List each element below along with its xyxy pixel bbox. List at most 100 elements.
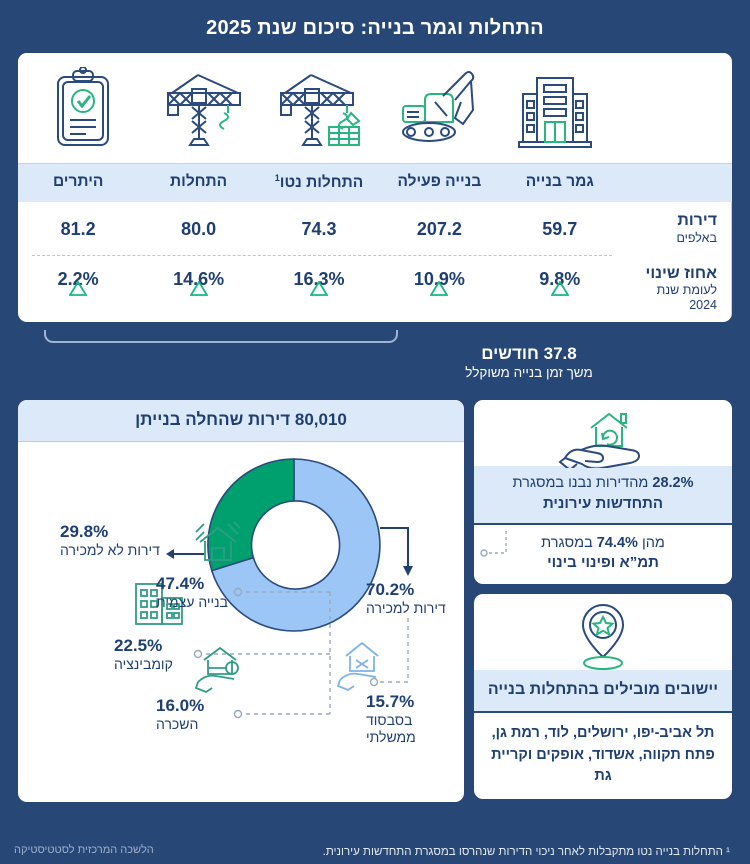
urban-renewal-foot-bold: תמ”א ופינוי בינוי — [547, 554, 659, 572]
urban-renewal-foot-prefix: מהן — [641, 534, 665, 551]
label-combination: 22.5% קומבינציה — [114, 636, 206, 673]
label-self-build-percent: 47.4% — [156, 574, 205, 594]
row-label-dwellings-title: דירות — [677, 212, 717, 230]
label-subsidized: 15.7% בסבסוד ממשלתי — [366, 692, 464, 746]
leading-cities-card: יישובים מובילים בהתחלות בנייה תל אביב-יפ… — [474, 593, 732, 799]
label-rental: 16.0% השכרה — [156, 696, 244, 733]
column-header-net-starts: התחלות נטו1 — [259, 164, 379, 202]
trend-up-icon — [550, 280, 569, 309]
stats-header-row: גמר בנייה בנייה פעילה התחלות נטו1 התחלות… — [18, 163, 732, 203]
urban-renewal-foot-percent: 74.4% — [596, 534, 638, 551]
crane-bricks-icon — [260, 61, 378, 159]
row-label-dwellings-unit: באלפים — [676, 230, 717, 245]
trend-up-icon — [309, 280, 328, 309]
page-title: התחלות וגמר בנייה: סיכום שנת 2025 — [206, 17, 544, 39]
change-active: 10.9% — [379, 255, 499, 322]
bracket-shape — [44, 330, 398, 344]
urban-renewal-card: 28.2% מהדירות נבנו במסגרת התחדשות עירוני… — [474, 400, 732, 584]
label-combination-percent: 22.5% — [114, 636, 163, 656]
row-label-change: אחוז שינוי לעומת שנת 2024 — [620, 254, 732, 323]
label-subsidized-percent: 15.7% — [366, 692, 415, 712]
change-net-starts: 16.3% — [259, 255, 379, 322]
excavator-icon — [378, 61, 496, 159]
slice-not-for-sale — [207, 458, 295, 572]
slice-for-sale — [210, 458, 381, 632]
label-not-for-sale-percent: 29.8% — [60, 522, 109, 542]
map-pin-star-icon — [474, 594, 732, 670]
column-header-active: בנייה פעילה — [397, 173, 482, 190]
footnote-text: ¹ התחלות בנייה נטו מתקבלות לאחר ניכוי הד… — [322, 846, 730, 858]
dwellings-chart-panel: 80,010 דירות שהחלה בנייתן — [18, 400, 464, 803]
change-gmar: 9.8% — [500, 255, 620, 322]
label-for-sale-percent: 70.2% — [366, 580, 415, 600]
table-row-dwellings: דירות באלפים 59.7 207.2 74.3 80.0 81.2 — [18, 202, 732, 255]
value-permits: 81.2 — [60, 218, 96, 239]
buildings-icon — [135, 583, 183, 625]
value-gmar: 59.7 — [542, 218, 578, 239]
header-spacer — [620, 164, 732, 202]
house-build-icon — [195, 521, 241, 561]
trend-up-icon — [189, 280, 208, 309]
duration-bracket-group: 37.8 חודשים משך זמן בנייה משוקלל — [0, 326, 750, 398]
chart-title: 80,010 דירות שהחלה בנייתן — [18, 400, 464, 443]
house-hand-subsidy-icon — [336, 641, 379, 692]
source-credit: הלשכה המרכזית לסטטיסטיקה — [14, 844, 154, 856]
urban-renewal-foot: מהן 74.4% במסגרת תמ”א ופינוי בינוי — [474, 522, 732, 584]
change-gmar-value: 9.8% — [539, 268, 581, 289]
finished-building-icon — [496, 61, 614, 159]
label-self-build-text: בנייה עצמית — [156, 594, 229, 611]
row-label-dwellings: דירות באלפים — [620, 202, 732, 255]
urban-renewal-foot-text: במסגרת — [541, 534, 593, 551]
urban-renewal-percent: 28.2% — [652, 475, 694, 492]
footnote-marker: 1 — [274, 173, 280, 183]
chart-body: 29.8% דירות לא למכירה 70.2% דירות למכירה… — [18, 442, 464, 798]
icon-row-spacer — [614, 61, 726, 159]
column-header-net-starts-text: התחלות נטו — [279, 174, 364, 192]
side-cards-column: 28.2% מהדירות נבנו במסגרת התחדשות עירוני… — [474, 400, 732, 799]
duration-value: 37.8 חודשים — [481, 344, 577, 364]
duration-label: משך זמן בנייה משוקלל — [465, 365, 593, 381]
row-label-change-title: אחוז שינוי — [645, 264, 718, 282]
crane-icon — [142, 61, 260, 159]
change-permits-value: 2.2% — [57, 268, 99, 289]
change-active-value: 10.9% — [413, 268, 465, 289]
arrow-blue — [380, 527, 413, 577]
column-header-permits: היתרים — [52, 173, 104, 190]
value-net-starts: 74.3 — [301, 218, 337, 239]
trend-up-icon — [69, 280, 88, 309]
change-net-starts-value: 16.3% — [293, 268, 345, 289]
arrow-green — [166, 549, 204, 560]
label-rental-text: השכרה — [156, 716, 199, 733]
label-combination-text: קומבינציה — [114, 656, 173, 673]
label-rental-percent: 16.0% — [156, 696, 205, 716]
stats-card: גמר בנייה בנייה פעילה התחלות נטו1 התחלות… — [18, 53, 732, 323]
row-label-change-sub: לעומת שנת 2024 — [656, 283, 717, 312]
change-starts: 14.6% — [138, 255, 258, 322]
label-not-for-sale: 29.8% דירות לא למכירה — [60, 522, 172, 559]
connector-blue-sub — [369, 618, 409, 687]
donut-panel-column: 80,010 דירות שהחלה בנייתן — [18, 400, 464, 803]
column-header-gmar: גמר בנייה — [525, 173, 594, 190]
connector-green-subs — [193, 587, 331, 719]
value-active: 207.2 — [416, 218, 462, 239]
label-not-for-sale-text: דירות לא למכירה — [60, 542, 160, 559]
column-header-starts: התחלות — [170, 173, 228, 190]
label-self-build: 47.4% בנייה עצמית — [156, 574, 244, 611]
table-row-change: אחוז שינוי לעומת שנת 2024 9.8% 10.9% 16.… — [18, 254, 732, 323]
label-for-sale-text: דירות למכירה — [366, 600, 446, 617]
duration-text: 37.8 חודשים משך זמן בנייה משוקלל — [352, 344, 706, 380]
connector-line-icon — [480, 530, 508, 565]
house-key-icon — [194, 646, 239, 694]
urban-renewal-band: 28.2% מהדירות נבנו במסגרת התחדשות עירוני… — [474, 466, 732, 523]
leading-cities-list: תל אביב-יפו, ירושלים, לוד, רמת גן, פתח ת… — [474, 711, 732, 798]
trend-up-icon — [430, 280, 449, 309]
label-subsidized-text: בסבסוד ממשלתי — [366, 712, 416, 746]
stats-icon-row — [18, 53, 732, 163]
label-for-sale: 70.2% דירות למכירה — [366, 580, 464, 617]
donut-chart — [135, 458, 413, 719]
value-starts: 80.0 — [181, 218, 217, 239]
clipboard-check-icon — [24, 61, 142, 159]
urban-renewal-band-bold: התחדשות עירונית — [542, 494, 664, 512]
leading-cities-title: יישובים מובילים בהתחלות בנייה — [474, 669, 732, 712]
